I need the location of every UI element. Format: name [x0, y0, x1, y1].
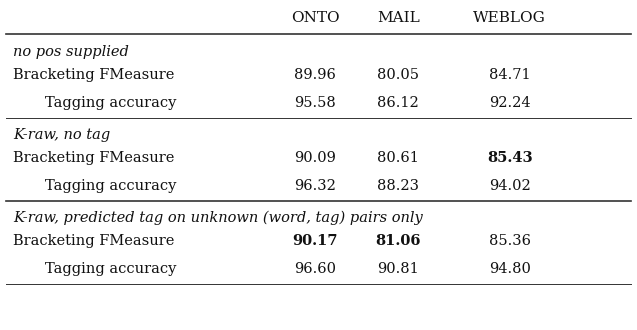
Text: ONTO: ONTO — [291, 11, 340, 25]
Text: Bracketing FMeasure: Bracketing FMeasure — [13, 151, 174, 165]
Text: 96.60: 96.60 — [294, 262, 336, 277]
Text: 86.12: 86.12 — [377, 96, 419, 111]
Text: no pos supplied: no pos supplied — [13, 45, 129, 59]
Text: Tagging accuracy: Tagging accuracy — [45, 262, 176, 277]
Text: 94.02: 94.02 — [489, 180, 531, 193]
Text: 94.80: 94.80 — [489, 262, 531, 277]
Text: 90.81: 90.81 — [377, 262, 419, 277]
Text: Tagging accuracy: Tagging accuracy — [45, 180, 176, 193]
Text: 81.06: 81.06 — [375, 234, 421, 248]
Text: 96.32: 96.32 — [294, 180, 336, 193]
Text: WEBLOG: WEBLOG — [473, 11, 546, 25]
Text: Bracketing FMeasure: Bracketing FMeasure — [13, 234, 174, 248]
Text: 85.43: 85.43 — [487, 151, 533, 165]
Text: 84.71: 84.71 — [489, 68, 531, 82]
Text: 80.05: 80.05 — [377, 68, 419, 82]
Text: 88.23: 88.23 — [377, 180, 419, 193]
Text: 89.96: 89.96 — [294, 68, 336, 82]
Text: K-raw, no tag: K-raw, no tag — [13, 128, 110, 142]
Text: Tagging accuracy: Tagging accuracy — [45, 96, 176, 111]
Text: Bracketing FMeasure: Bracketing FMeasure — [13, 68, 174, 82]
Text: 90.17: 90.17 — [292, 234, 338, 248]
Text: 80.61: 80.61 — [377, 151, 419, 165]
Text: MAIL: MAIL — [376, 11, 420, 25]
Text: 90.09: 90.09 — [294, 151, 336, 165]
Text: 95.58: 95.58 — [294, 96, 336, 111]
Text: 85.36: 85.36 — [489, 234, 531, 248]
Text: K-raw, predicted tag on unknown (word, tag) pairs only: K-raw, predicted tag on unknown (word, t… — [13, 211, 422, 225]
Text: 92.24: 92.24 — [489, 96, 531, 111]
